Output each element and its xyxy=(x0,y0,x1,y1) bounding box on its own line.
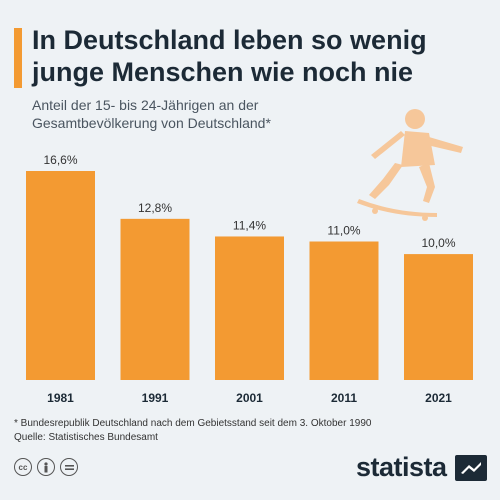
bar-2011 xyxy=(309,241,379,380)
source-text: Quelle: Statistisches Bundesamt xyxy=(14,432,158,443)
category-label-2021: 2021 xyxy=(425,391,452,405)
category-label-2011: 2011 xyxy=(331,391,357,405)
bar-1981 xyxy=(26,171,95,380)
chart-subtitle: Anteil der 15- bis 24-Jährigen an der Ge… xyxy=(32,97,271,131)
bar-chart: 16,6% 1981 12,8% 1991 11,4% 2001 11,0% 2011 10,0… xyxy=(26,153,473,405)
cc-icon: cc xyxy=(14,458,32,476)
value-label-1981: 16,6% xyxy=(43,153,77,167)
value-label-2021: 10,0% xyxy=(421,236,455,250)
bar-2021 xyxy=(404,254,473,380)
bar-2001 xyxy=(215,236,284,380)
value-label-1991: 12,8% xyxy=(138,201,172,215)
bar-1991 xyxy=(120,218,190,380)
brand-name: statista xyxy=(356,452,447,482)
equals-icon xyxy=(60,458,78,476)
statista-brand[interactable]: statista xyxy=(356,452,487,483)
category-label-1981: 1981 xyxy=(47,391,74,405)
value-label-2001: 11,4% xyxy=(233,218,266,232)
license-icons: cc xyxy=(14,458,78,476)
chart-title: In Deutschland leben so wenig junge Mens… xyxy=(32,25,427,87)
skateboarder-illustration xyxy=(357,109,463,221)
category-label-2001: 2001 xyxy=(236,391,263,405)
category-label-1991: 1991 xyxy=(142,391,169,405)
person-icon xyxy=(37,458,55,476)
title-accent-bar xyxy=(14,28,22,88)
footnote-text: * Bundesrepublik Deutschland nach dem Ge… xyxy=(14,418,372,429)
footnote-block: * Bundesrepublik Deutschland nach dem Ge… xyxy=(14,417,494,445)
statista-logo-icon xyxy=(454,454,487,481)
value-label-2011: 11,0% xyxy=(327,224,360,238)
